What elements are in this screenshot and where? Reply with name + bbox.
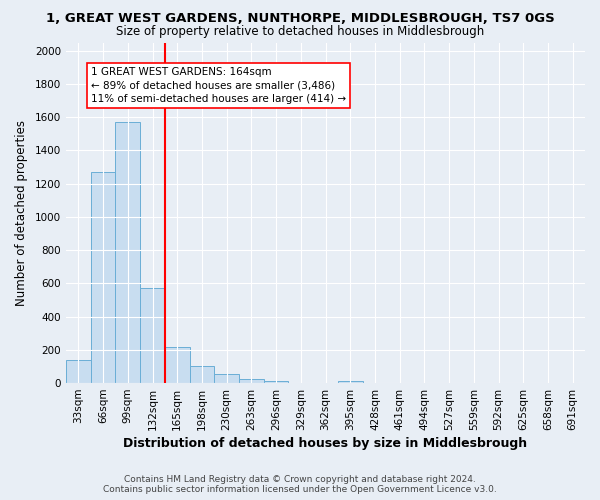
Bar — [66, 360, 91, 383]
Bar — [91, 172, 115, 383]
Text: Size of property relative to detached houses in Middlesbrough: Size of property relative to detached ho… — [116, 25, 484, 38]
Bar — [239, 379, 264, 383]
X-axis label: Distribution of detached houses by size in Middlesbrough: Distribution of detached houses by size … — [124, 437, 527, 450]
Bar — [338, 380, 362, 383]
Bar — [264, 380, 289, 383]
Bar — [140, 288, 165, 383]
Text: 1 GREAT WEST GARDENS: 164sqm
← 89% of detached houses are smaller (3,486)
11% of: 1 GREAT WEST GARDENS: 164sqm ← 89% of de… — [91, 68, 346, 104]
Y-axis label: Number of detached properties: Number of detached properties — [15, 120, 28, 306]
Bar — [190, 366, 214, 383]
Bar — [115, 122, 140, 383]
Text: Contains HM Land Registry data © Crown copyright and database right 2024.
Contai: Contains HM Land Registry data © Crown c… — [103, 474, 497, 494]
Bar — [165, 346, 190, 383]
Text: 1, GREAT WEST GARDENS, NUNTHORPE, MIDDLESBROUGH, TS7 0GS: 1, GREAT WEST GARDENS, NUNTHORPE, MIDDLE… — [46, 12, 554, 26]
Bar — [214, 374, 239, 383]
